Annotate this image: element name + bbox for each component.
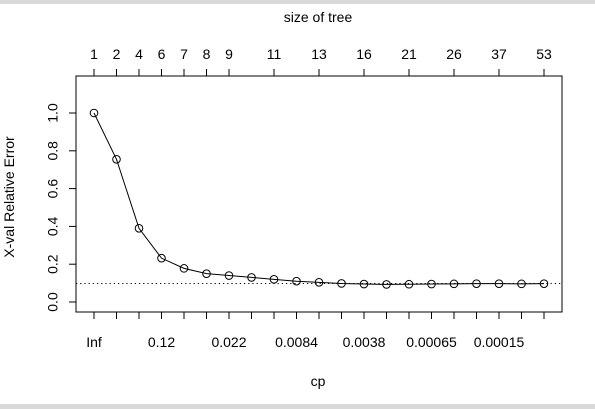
data-point: [449, 279, 459, 289]
data-point: [247, 273, 256, 282]
size-tick-label: 53: [536, 46, 552, 62]
top-border-strip: [0, 0, 595, 4]
data-point: [134, 223, 144, 233]
bottom-border-strip: [0, 404, 595, 409]
y-tick-label: 0.6: [45, 179, 61, 199]
cp-tick-label: 0.022: [211, 334, 246, 350]
data-point: [292, 276, 301, 286]
cp-tick-label: Inf: [86, 334, 102, 350]
y-axis-label: X-val Relative Error: [1, 136, 17, 258]
size-tick-label: 37: [491, 46, 507, 62]
data-point: [359, 279, 369, 289]
data-point: [314, 278, 324, 287]
data-point: [89, 108, 99, 118]
data-point: [269, 275, 279, 284]
size-tick-label: 6: [158, 46, 166, 62]
series-line: [93, 112, 545, 285]
data-point: [202, 269, 211, 278]
data-point: [472, 279, 481, 288]
y-tick-label: 0.4: [45, 216, 61, 236]
top-axis-label: size of tree: [284, 9, 353, 25]
y-tick-label: 0.2: [45, 254, 61, 274]
size-tick-label: 21: [401, 46, 417, 62]
y-tick-label: 0.0: [45, 292, 61, 312]
size-tick-label: 1: [90, 46, 98, 62]
size-tick-label: 11: [267, 46, 282, 62]
size-tick-label: 13: [311, 46, 327, 62]
y-tick-label: 1.0: [45, 103, 61, 123]
size-tick-label: 4: [135, 46, 143, 62]
x-axis-label: cp: [311, 373, 326, 389]
size-tick-label: 9: [225, 46, 233, 62]
data-point: [427, 279, 436, 289]
data-point: [382, 280, 391, 289]
size-tick-label: 7: [180, 46, 188, 62]
data-point: [179, 264, 189, 273]
data-point: [517, 279, 526, 289]
cp-tick-label: 0.0038: [343, 334, 386, 350]
cp-tick-label: 0.0084: [275, 334, 318, 350]
size-tick-label: 16: [356, 46, 372, 62]
data-point: [157, 253, 166, 263]
y-tick-label: 0.8: [45, 141, 61, 161]
data-point: [494, 279, 504, 288]
cp-tick-label: 0.12: [148, 334, 175, 350]
data-point: [112, 155, 121, 164]
size-tick-label: 2: [113, 46, 121, 62]
cp-tick-label: 0.00015: [474, 334, 525, 350]
cp-tick-label: 0.00065: [406, 334, 457, 350]
data-point: [539, 279, 549, 288]
data-point: [337, 279, 346, 288]
size-tick-label: 8: [203, 46, 211, 62]
data-point: [404, 279, 414, 289]
size-tick-label: 26: [446, 46, 462, 62]
data-point: [224, 271, 234, 280]
plot-frame: [75, 75, 563, 313]
